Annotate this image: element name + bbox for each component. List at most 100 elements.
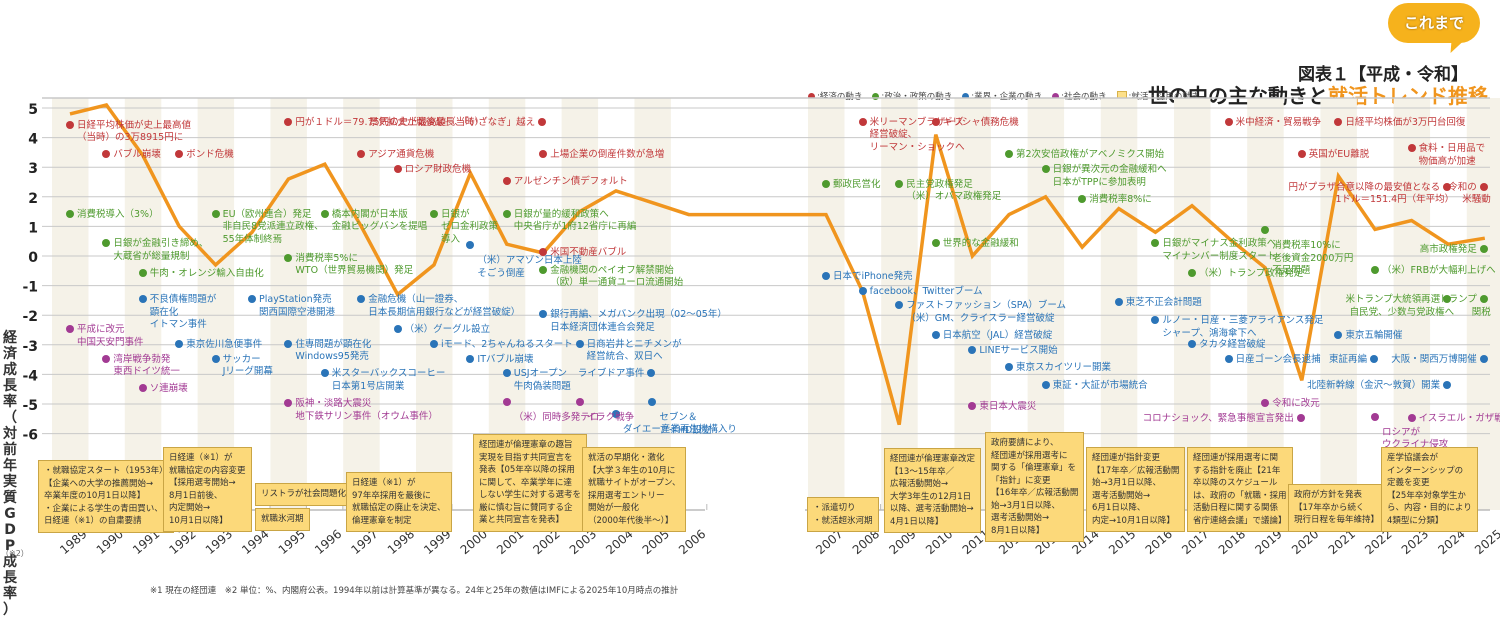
box-text: 定義を変更 (1387, 477, 1472, 490)
event-dot-icon (1188, 269, 1196, 277)
y-label-char: 質 (3, 490, 17, 506)
y-tick-label: 2 (28, 191, 38, 207)
event-biz: 金融危機（山一證券、日本長期信用銀行などが経営破綻） (357, 294, 520, 319)
event-soc: イスラエル・ガザ戦争 (1408, 413, 1500, 426)
event-biz: 東証・大証が市場統合 (1042, 380, 1148, 393)
box-text: 就職協定の廃止を決定、 (352, 502, 446, 515)
y-tick-label: -1 (22, 280, 38, 296)
event-text: 令和の (1448, 182, 1477, 193)
event-biz: ルノー・日産・三菱アライアンス発足シャープ、鴻海傘下へ (1151, 315, 1323, 340)
event-text: 食料・日用品で (1419, 143, 1486, 154)
event-dot-icon (1261, 226, 1269, 234)
event-text: ゼロ金利政策 (441, 221, 498, 232)
box-text: 経団連が採用選考に関 (1193, 452, 1287, 465)
event-pol: トランプ関税 (1439, 294, 1491, 319)
event-dot-icon (321, 210, 329, 218)
event-text: 東証再編 (1329, 354, 1367, 365)
event-text: 関税 (1472, 307, 1491, 318)
event-dot-icon (539, 150, 547, 158)
event-text: ファストファッション（SPA）ブーム (906, 300, 1066, 311)
event-text: ソ連崩壊 (150, 383, 188, 394)
event-pol: 高市政権発足 (1420, 244, 1491, 257)
event-dot-icon (1480, 355, 1488, 363)
event-dot-icon (1005, 150, 1013, 158)
event-text: 東京佐川急便事件 (186, 339, 262, 350)
event-dot-icon (284, 118, 292, 126)
job-hunting-box: 経団連が倫理憲章改定【13～15年卒／広報活動開始→大学3年生の12月1日以降、… (884, 448, 981, 533)
job-hunting-box: 就活の早期化・激化【大学３年生の10月に就職サイトがオープン、採用選考エントリー… (582, 447, 686, 532)
box-text: 省庁連絡会議」で議論】 (1193, 515, 1287, 528)
job-hunting-box: 政府が方針を発表【17年卒から続く現行日程を毎年維持】 (1288, 484, 1385, 532)
event-text: 日商岩井とニチメンが (587, 339, 682, 350)
event-text: USJオープン (514, 368, 567, 379)
y-label-char: D (3, 522, 17, 538)
event-pol: 消費税導入（3%） (66, 209, 159, 222)
event-text: 経営破綻、 (870, 129, 918, 140)
box-text: しない学生に対する選考を (479, 489, 581, 502)
event-dot-icon (539, 310, 547, 318)
box-text: 経団連が倫理憲章改定 (890, 453, 975, 466)
x-tick-label: 1995 (276, 527, 308, 557)
event-text: ロシアが (1382, 427, 1420, 438)
event-biz: 日本航空（JAL）経営破綻 (932, 330, 1052, 343)
event-dot-icon (968, 346, 976, 354)
event-text: 第2次安倍政権がアベノミクス開始 (1016, 149, 1164, 160)
event-dot-icon (503, 398, 511, 406)
y-label-char: （ (3, 410, 17, 426)
box-text: に関して、卒業学年に達 (479, 477, 581, 490)
event-text: ルノー・日産・三菱アライアンス発足 (1162, 315, 1323, 326)
y-tick-label: -4 (22, 368, 38, 384)
event-dot-icon (1298, 150, 1306, 158)
event-text: サッカー (223, 354, 261, 365)
event-soc: 阪神・淡路大震災地下鉄サリン事件（オウム事件） (284, 398, 438, 423)
box-text: ・派遣切り (813, 502, 873, 515)
event-dot-icon (284, 340, 292, 348)
event-dot-icon (648, 398, 656, 406)
job-hunting-box: 政府要請により、経団連が採用選考に関する「倫理憲章」を「指針」に変更【16年卒／… (985, 432, 1084, 542)
event-text: 景気拡大が戦後最長、「いざなぎ」越え (369, 117, 535, 128)
event-pol: 日銀がマイナス金利政策へマイナンバー制度スタート (1151, 238, 1276, 263)
y-label-char: 長 (3, 378, 17, 394)
event-text: 東証・大証が市場統合 (1053, 380, 1148, 391)
box-text: 政府要請により、 (991, 437, 1078, 450)
box-text: 採用選考エントリー (588, 490, 680, 503)
event-econ: ギリシャ債務危機 (932, 117, 1019, 130)
event-text: 非自民8党派連立政権、 (223, 221, 324, 232)
event-text: Windows95発売 (295, 351, 369, 362)
event-text: 東芝不正会計問題 (1126, 297, 1202, 308)
event-dot-icon (430, 340, 438, 348)
box-text: ら、内容・目的により (1387, 502, 1472, 515)
event-pol: 日銀が異次元の金融緩和へ日本がTPPに参加表明 (1042, 164, 1167, 189)
event-text: コロナショック、緊急事態宣言発出 (1143, 413, 1294, 424)
event-text: （当時）の3万8915円に (77, 132, 183, 143)
event-dot-icon (1115, 298, 1123, 306)
event-text: 米中経済・貿易戦争 (1236, 117, 1322, 128)
event-dot-icon (1042, 381, 1050, 389)
event-text: 牛肉・オレンジ輸入自由化 (150, 268, 264, 279)
event-biz: 銀行再編、メガバンク出現（02～05年）日本経済団体連合会発足 (539, 309, 727, 334)
event-text: 老後資金2000万円 (1272, 253, 1353, 264)
event-pol: 米トランプ大統領再選自民党、少数与党政権へ (1345, 294, 1454, 319)
footnote: ※1 現在の経団連 ※2 単位：%、内閣府公表。1994年以前は計算基準が異なる… (150, 584, 678, 596)
event-dot-icon (357, 150, 365, 158)
event-econ: ボンド危機 (175, 149, 234, 162)
box-text: は、政府の「就職・採用 (1193, 490, 1287, 503)
event-text: ロシア財政危機 (405, 164, 472, 175)
event-text: （米）オバマ政権発足 (906, 191, 1001, 202)
event-text: 郵政民営化 (833, 179, 881, 190)
event-econ: 英国がEU離脱 (1298, 149, 1369, 162)
event-dot-icon (284, 254, 292, 262)
event-text: 橋本内閣が日本版 (332, 209, 408, 220)
box-text: 経団連が倫理憲章の趣旨 (479, 439, 581, 452)
event-dot-icon (175, 150, 183, 158)
event-text: リーマン・ショックへ (870, 142, 965, 153)
event-dot-icon (466, 241, 474, 249)
event-pol: 民主党政権発足（米）オバマ政権発足 (895, 179, 1001, 204)
event-text: 顕在化 (150, 307, 179, 318)
event-text: Jリーグ開幕 (223, 366, 273, 377)
event-text: 大蔵省が総量規制 (113, 251, 189, 262)
event-dot-icon (1480, 295, 1488, 303)
event-biz: ITバブル崩壊 (466, 354, 533, 367)
event-text: イトマン事件 (150, 319, 207, 330)
